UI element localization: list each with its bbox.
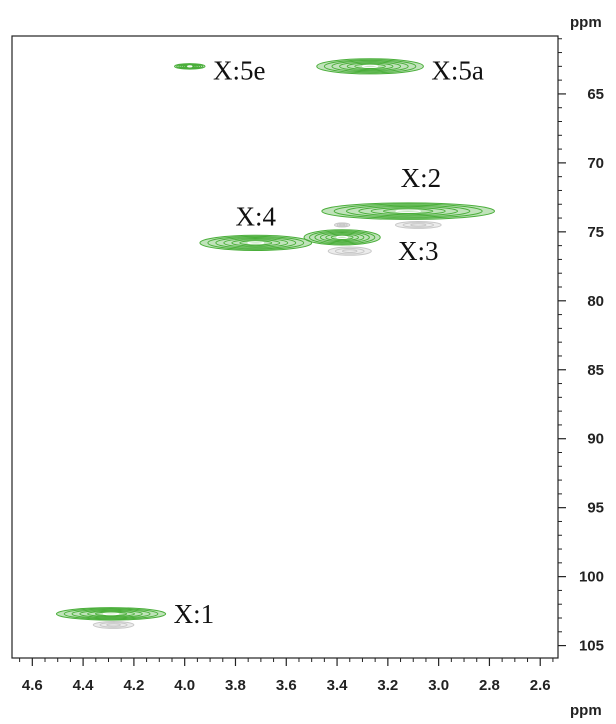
negative-peak-1 — [327, 246, 372, 256]
contour-ring — [342, 249, 358, 254]
y-tick-label: 100 — [579, 569, 604, 586]
contour-ring — [410, 223, 427, 227]
contour-ring — [247, 241, 265, 245]
x-tick-label: 2.8 — [479, 677, 500, 694]
contour-ring — [87, 610, 135, 618]
contour-ring — [333, 203, 483, 219]
positive-peak-x-1 — [55, 607, 167, 621]
contour-ring — [63, 608, 159, 620]
contour-ring — [354, 63, 386, 70]
contour-ring — [325, 233, 359, 242]
contour-ring — [94, 611, 128, 617]
negative-peak-3 — [394, 220, 442, 229]
x-tick-label: 4.2 — [123, 677, 144, 694]
peak-label: X:5a — [431, 55, 484, 85]
contour-ring — [361, 64, 379, 68]
y-tick-label: 85 — [587, 362, 604, 379]
contour-ring — [308, 230, 376, 245]
contour-ring — [314, 231, 370, 244]
x-tick-label: 3.0 — [428, 677, 449, 694]
y-tick-label: 95 — [587, 500, 604, 517]
peak-label: X:1 — [174, 599, 215, 629]
peak-label: X:3 — [398, 236, 439, 266]
contour-ring — [330, 234, 354, 241]
negative-peaks — [92, 220, 442, 629]
contour-ring — [336, 235, 349, 239]
y-tick-label: 70 — [587, 155, 604, 172]
y-axis: 65 70 75 80 85 90 95 100 105 — [558, 38, 604, 655]
x-tick-label: 3.2 — [377, 677, 398, 694]
contour-ring — [187, 65, 193, 68]
positive-peak-x-3 — [303, 229, 381, 246]
x-tick-label: 2.6 — [530, 677, 551, 694]
contour-ring — [79, 609, 143, 618]
peak-labels: X:1 X:2 X:3 X:4 X:5a X:5e — [174, 55, 484, 628]
x-tick-label: 3.8 — [225, 677, 246, 694]
contour-ring — [345, 204, 471, 218]
contour-ring — [207, 235, 305, 250]
positive-peak-x-5e — [174, 63, 206, 70]
contour-ring — [339, 223, 346, 227]
contour-ring — [346, 62, 394, 71]
contour-ring — [370, 207, 446, 216]
contour-ring — [358, 205, 459, 217]
contour-ring — [99, 622, 128, 628]
x-tick-label: 4.6 — [22, 677, 43, 694]
contour-ring — [339, 61, 402, 72]
contour-ring — [395, 209, 422, 213]
contour-ring — [336, 223, 348, 227]
contour-ring — [106, 623, 121, 627]
contour-ring — [102, 612, 120, 616]
positive-peaks — [55, 58, 496, 621]
peak-label: X:4 — [236, 202, 277, 232]
contour-ring — [402, 222, 435, 228]
positive-peak-x-4 — [199, 234, 313, 251]
x-tick-label: 4.4 — [73, 677, 95, 694]
positive-peak-x-2 — [321, 202, 496, 220]
contour-ring — [334, 247, 365, 255]
y-axis-unit-label: ppm — [570, 14, 602, 31]
peak-label: X:2 — [401, 163, 442, 193]
contour-ring — [215, 236, 297, 249]
x-axis-unit-label: ppm — [570, 702, 602, 719]
y-tick-label: 105 — [579, 638, 604, 655]
contour-ring — [382, 208, 434, 215]
contour-ring — [331, 60, 409, 73]
plot-frame — [11, 35, 559, 659]
x-tick-label: 3.6 — [276, 677, 297, 694]
contour-ring — [239, 240, 273, 246]
negative-peak-0 — [92, 620, 135, 629]
y-tick-label: 75 — [587, 224, 604, 241]
x-tick-label: 4.0 — [174, 677, 195, 694]
positive-peak-x-5a — [316, 58, 424, 75]
y-tick-label: 90 — [587, 431, 604, 448]
negative-peak-2 — [334, 222, 351, 228]
x-axis: 4.6 4.4 4.2 4.0 3.8 3.6 3.4 3.2 3.0 2.8 2.6 — [19, 658, 554, 694]
contour-ring — [319, 232, 365, 243]
contour-ring — [231, 239, 281, 247]
y-tick-label: 80 — [587, 293, 604, 310]
contour-ring — [223, 238, 289, 248]
x-tick-label: 3.4 — [327, 677, 349, 694]
y-tick-label: 65 — [587, 86, 604, 103]
contour-ring — [323, 59, 417, 74]
contour-ring — [71, 608, 151, 619]
peak-label: X:5e — [213, 55, 265, 85]
